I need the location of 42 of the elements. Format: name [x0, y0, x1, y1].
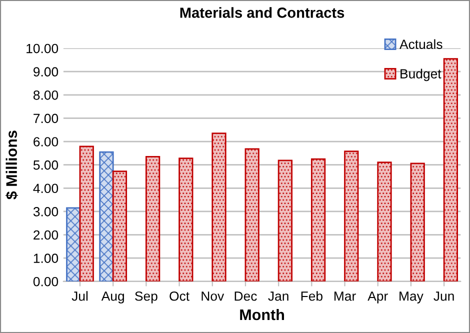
bar	[310, 158, 326, 282]
x-tick-label: Sep	[135, 291, 158, 304]
y-tick-label: 1.00	[34, 254, 58, 263]
x-tick-label: Apr	[368, 292, 388, 304]
y-tick-label: 3.00	[33, 207, 58, 216]
bar	[344, 150, 359, 282]
x-tick-label: May	[400, 292, 424, 304]
x-tick-label: Jul	[72, 291, 88, 301]
legend-label: Budget	[400, 68, 442, 82]
bar	[377, 162, 392, 282]
y-axis-title: $ Millions	[6, 130, 18, 200]
x-tick-label: Nov	[202, 292, 224, 301]
bar	[66, 207, 81, 282]
x-axis-title: Month	[240, 308, 284, 320]
legend-label: Actuals	[400, 39, 442, 49]
x-tick-label: Feb	[301, 291, 322, 301]
y-tick-label: 8.00	[33, 90, 58, 100]
bar	[410, 162, 425, 282]
y-tick-label: 9.00	[34, 67, 58, 77]
y-tick-label: 5.00	[33, 160, 58, 170]
y-tick-label: 2.00	[34, 230, 58, 240]
y-tick-label: 10.00	[26, 44, 58, 54]
bar	[99, 151, 114, 282]
x-tick-label: Mar	[334, 292, 356, 301]
bar	[278, 160, 293, 282]
y-tick-label: 0.00	[33, 276, 58, 286]
bar	[178, 158, 194, 282]
bar	[112, 170, 128, 282]
bar	[443, 58, 458, 282]
x-tick-label: Aug	[101, 292, 124, 304]
bar	[212, 132, 226, 282]
bar	[79, 146, 94, 282]
x-tick-label: Dec	[234, 292, 257, 301]
chart-title: Materials and Contracts	[180, 7, 344, 18]
bar	[145, 156, 160, 282]
y-tick-label: 7.00	[34, 114, 58, 124]
y-tick-label: 4.00	[33, 184, 58, 194]
x-tick-label: Oct	[170, 291, 190, 301]
x-tick-label: Jan	[268, 292, 288, 301]
y-tick-label: 6.00	[34, 137, 58, 146]
bar	[244, 148, 260, 282]
x-tick-label: Jun	[434, 292, 454, 301]
